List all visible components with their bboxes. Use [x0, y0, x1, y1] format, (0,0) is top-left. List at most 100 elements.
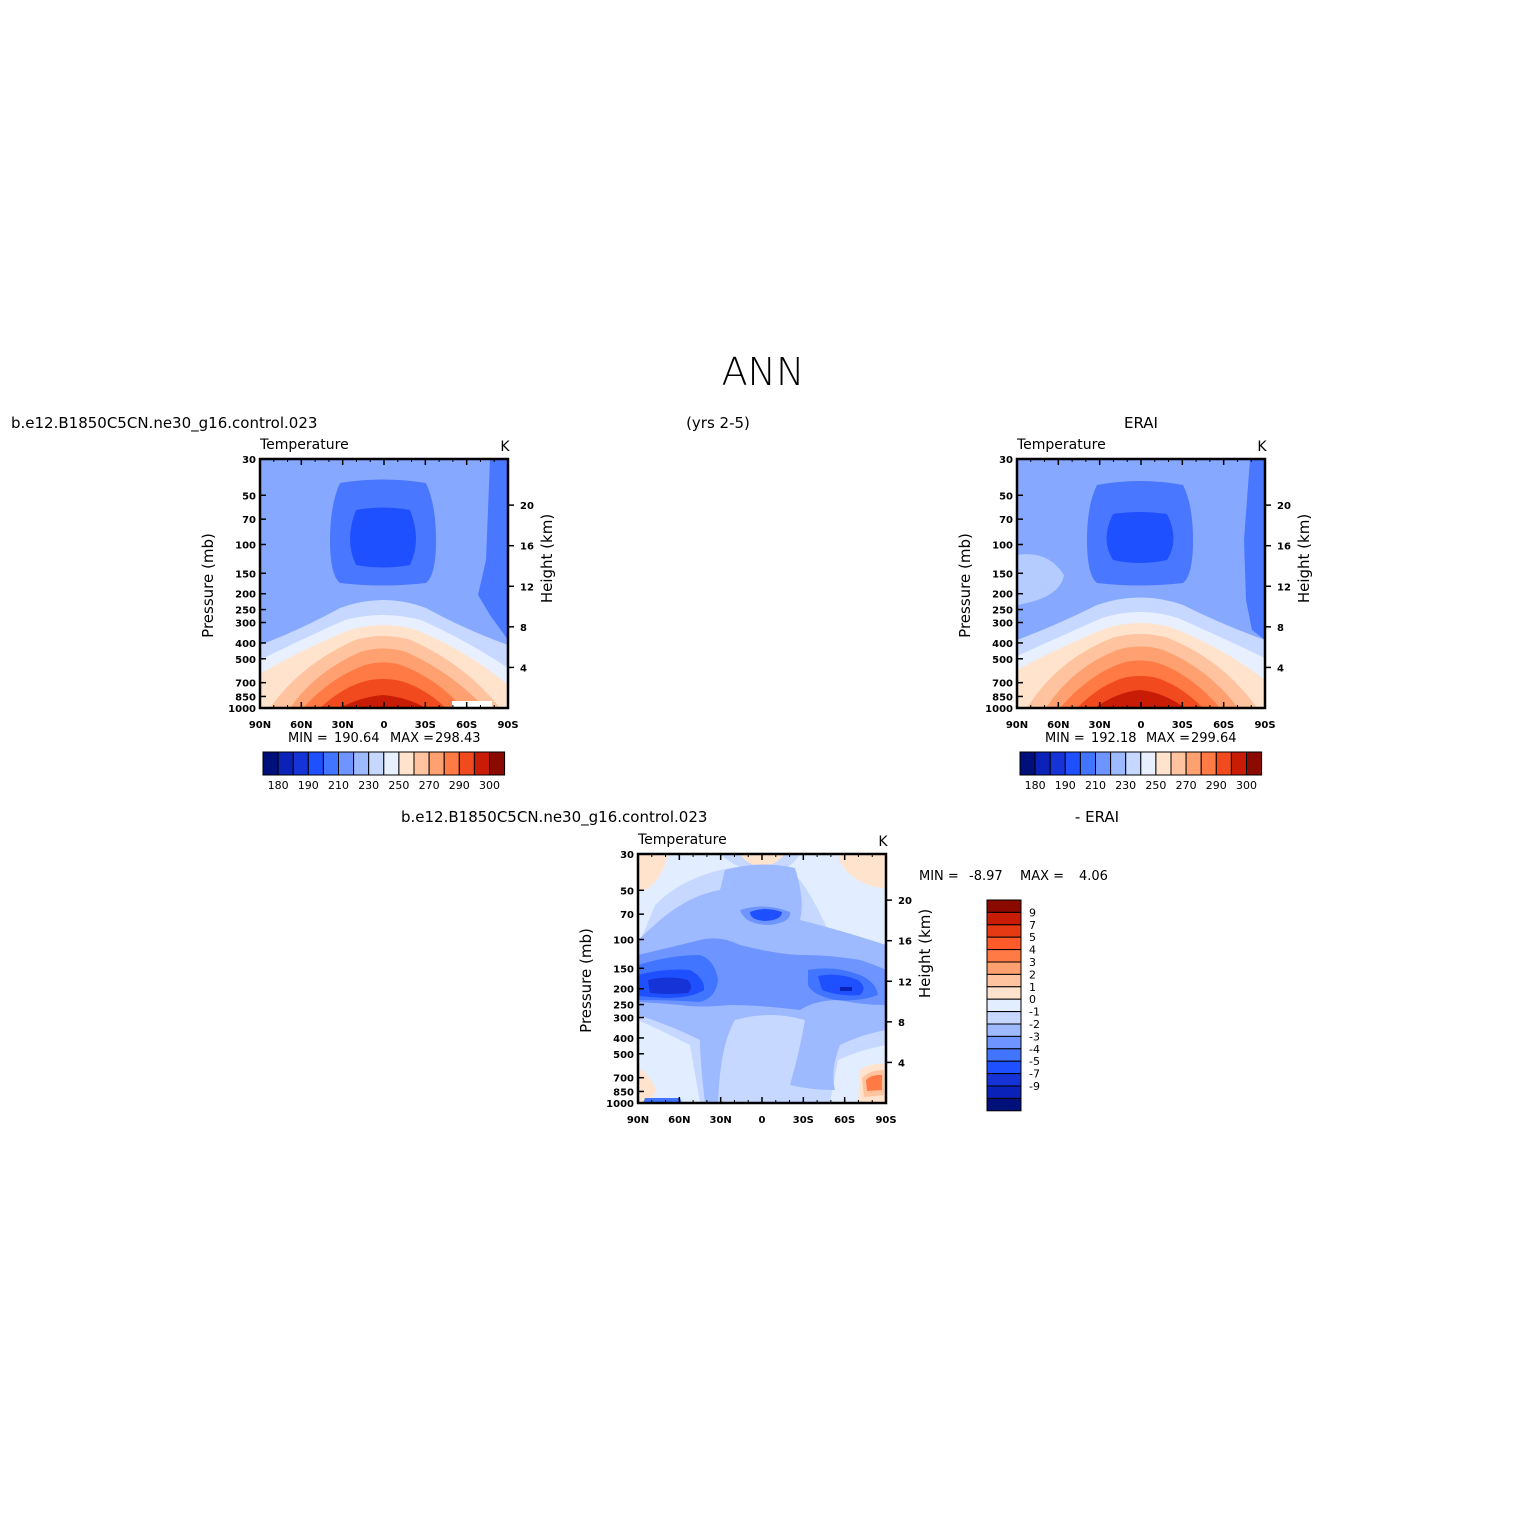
y-axis-title: Pressure (mb): [199, 533, 217, 638]
y-tick-label: 30: [620, 850, 634, 861]
y-tick-label: 150: [235, 569, 256, 580]
height-tick-label: 8: [1277, 623, 1284, 634]
panel-model: b.e12.B1850C5CN.ne30_g16.control.023 (yr…: [11, 414, 750, 792]
colorbar-label: 230: [358, 779, 379, 792]
colorbar-label: -4: [1029, 1043, 1040, 1056]
colorbar-label: 5: [1029, 931, 1036, 944]
colorbar-label: -3: [1029, 1030, 1040, 1043]
colorbar-box: [428, 751, 445, 776]
y-tick-label: 500: [992, 655, 1013, 666]
y-tick-label: 200: [992, 590, 1013, 601]
colorbar-box: [1155, 751, 1172, 776]
panel-obs-min-label: MIN =: [1045, 731, 1085, 746]
height-tick-label: 8: [898, 1018, 905, 1029]
contour-fill: [452, 701, 492, 708]
height-tick-label: 12: [520, 582, 534, 593]
y-axis-title: Pressure (mb): [956, 533, 974, 638]
colorbar-box: [986, 998, 1022, 1013]
x-tick-label: 30S: [793, 1115, 814, 1126]
y-tick-label: 150: [992, 569, 1013, 580]
x-tick-label: 90N: [627, 1115, 649, 1126]
panel-obs-max-label: MAX =: [1146, 731, 1190, 746]
y-tick-label: 300: [613, 1014, 634, 1025]
colorbar-label: 190: [298, 779, 319, 792]
x-tick-label: 30S: [415, 720, 436, 731]
panel-diff-max-value: 4.06: [1079, 869, 1108, 884]
contour-fill: [750, 909, 782, 921]
x-tick-label: 30N: [1089, 720, 1111, 731]
colorbar-label: 210: [1085, 779, 1106, 792]
panel-diff-contours: [638, 854, 886, 1103]
colorbar-label: 180: [268, 779, 289, 792]
y-tick-label: 850: [613, 1087, 634, 1098]
contour-fill: [340, 695, 426, 708]
colorbar-box: [368, 751, 385, 776]
height-tick-label: 20: [520, 501, 534, 512]
panel-model-min-label: MIN =: [288, 731, 328, 746]
contour-fill: [818, 974, 864, 996]
panel-model-units: K: [500, 439, 510, 455]
colorbar-box: [1079, 751, 1097, 776]
x-tick-label: 90S: [497, 720, 518, 731]
y-tick-label: 250: [235, 606, 256, 617]
y-tick-label: 70: [620, 910, 634, 921]
colorbar-box: [986, 1073, 1022, 1087]
colorbar-label: 300: [479, 779, 500, 792]
panel-model-title-left: b.e12.B1850C5CN.ne30_g16.control.023: [11, 414, 317, 433]
colorbar-box: [1246, 751, 1263, 776]
colorbar-box: [1049, 751, 1066, 776]
y-tick-label: 30: [999, 455, 1013, 466]
contour-fill: [320, 679, 446, 708]
colorbar-box: [489, 751, 506, 776]
y-tick-label: 70: [242, 515, 256, 526]
panel-model-title-center: (yrs 2-5): [686, 414, 750, 432]
colorbar-box: [353, 751, 370, 776]
x-tick-label: 0: [1138, 720, 1145, 731]
panel-diff: b.e12.B1850C5CN.ne30_g16.control.023 - E…: [401, 808, 1119, 1126]
colorbar-label: 230: [1115, 779, 1136, 792]
colorbar-box: [986, 1060, 1022, 1075]
contour-fill: [1095, 690, 1185, 708]
panel-obs-min-value: 192.18: [1091, 731, 1137, 746]
x-tick-label: 90N: [1006, 720, 1028, 731]
contour-fill: [638, 1020, 700, 1103]
panel-obs-variable: Temperature: [1016, 437, 1106, 453]
panel-obs-units: K: [1257, 439, 1267, 455]
x-tick-label: 60S: [1213, 720, 1234, 731]
x-tick-label: 0: [759, 1115, 766, 1126]
colorbar-box: [1034, 751, 1051, 776]
colorbar-box: [986, 1048, 1022, 1062]
y-tick-label: 50: [999, 491, 1013, 502]
y-axis-title-right: Height (km): [1295, 514, 1313, 603]
panel-diff-units: K: [878, 834, 888, 850]
colorbar-label: 290: [1206, 779, 1227, 792]
panel-model-min-value: 190.64: [334, 731, 380, 746]
colorbar-box: [986, 924, 1022, 938]
colorbar-label: 180: [1025, 779, 1046, 792]
colorbar-box: [1019, 751, 1036, 776]
y-tick-label: 100: [613, 935, 634, 946]
colorbar-label: -7: [1029, 1068, 1040, 1081]
x-tick-label: 60N: [290, 720, 312, 731]
colorbar-box: [986, 899, 1022, 913]
height-tick-label: 16: [898, 937, 912, 948]
colorbar-box: [986, 1097, 1022, 1112]
height-tick-label: 12: [1277, 582, 1291, 593]
colorbar-box: [458, 751, 475, 776]
panel-model-variable: Temperature: [259, 437, 349, 453]
colorbar-box: [1185, 751, 1202, 776]
colorbar-box: [986, 1011, 1022, 1025]
colorbar-box: [1170, 751, 1187, 776]
contour-fill: [478, 459, 508, 640]
height-tick-label: 4: [1277, 663, 1284, 674]
colorbar-label: 4: [1029, 944, 1036, 957]
colorbar-box: [338, 751, 355, 776]
colorbar-label: 7: [1029, 919, 1036, 932]
colorbar-box: [292, 751, 309, 776]
panel-diff-min-label: MIN =: [919, 869, 959, 884]
y-tick-label: 50: [620, 886, 634, 897]
figure-title: ANN: [722, 350, 805, 394]
colorbar-box: [277, 751, 294, 776]
